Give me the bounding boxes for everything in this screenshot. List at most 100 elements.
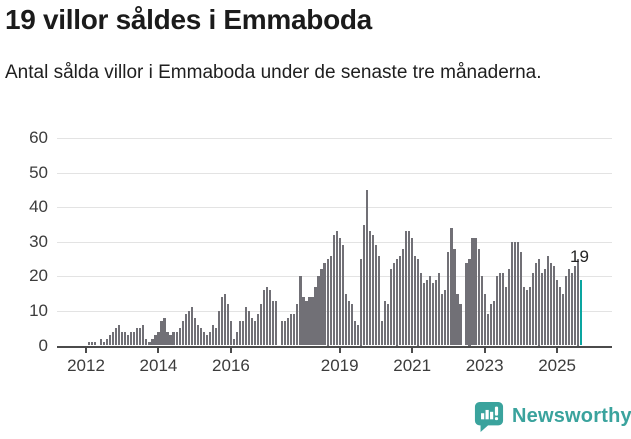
bar	[444, 290, 447, 346]
bar	[190, 307, 193, 346]
bar	[353, 321, 356, 346]
gridline	[57, 138, 612, 140]
bar	[426, 279, 429, 346]
bar	[90, 342, 94, 346]
bar	[386, 304, 390, 346]
bar	[368, 231, 371, 346]
bar	[540, 272, 544, 346]
bar	[260, 304, 263, 346]
bar	[299, 276, 302, 346]
bar	[495, 276, 498, 346]
bar	[350, 304, 353, 346]
bar	[377, 255, 381, 346]
bar	[320, 269, 323, 346]
bar	[435, 279, 438, 346]
bar	[115, 328, 118, 346]
bar	[510, 241, 513, 346]
bar	[232, 338, 236, 346]
bar	[553, 266, 556, 346]
newsworthy-logo[interactable]: Newsworthy	[474, 401, 631, 432]
y-axis-tick-label: 40	[29, 197, 48, 217]
bar	[429, 276, 432, 346]
bar	[392, 262, 396, 346]
bar	[483, 293, 486, 346]
bar	[395, 259, 399, 346]
bar	[136, 328, 139, 346]
bar	[220, 297, 223, 346]
bar	[229, 321, 233, 346]
bar	[420, 272, 423, 346]
bar	[205, 335, 208, 346]
bar	[341, 245, 344, 346]
y-axis-tick-label: 50	[29, 162, 48, 182]
bar	[465, 262, 468, 346]
bar	[238, 321, 242, 346]
newsworthy-logo-text: Newsworthy	[512, 405, 631, 427]
bar	[338, 238, 341, 346]
x-axis-line	[57, 345, 612, 348]
bar	[139, 328, 142, 346]
bar	[172, 331, 175, 346]
bar	[432, 283, 435, 346]
bar	[151, 338, 154, 346]
bar	[145, 338, 148, 346]
bar	[528, 286, 532, 346]
bar	[359, 259, 362, 346]
y-axis-tick-label: 0	[38, 335, 48, 355]
bar	[402, 248, 405, 346]
bar	[423, 283, 426, 346]
bar	[199, 328, 202, 346]
bar	[450, 228, 453, 346]
bar	[559, 286, 562, 346]
bar	[251, 317, 254, 346]
bar	[308, 297, 311, 346]
bar	[474, 238, 477, 346]
x-axis-tick	[157, 347, 160, 353]
bar	[519, 252, 522, 346]
bar	[468, 259, 471, 346]
bar	[106, 338, 109, 346]
bar	[247, 310, 251, 346]
gridline	[57, 207, 612, 209]
bar	[513, 241, 516, 346]
bar	[263, 290, 266, 346]
bar	[546, 255, 550, 346]
bar	[103, 342, 106, 346]
bar	[365, 190, 368, 346]
chart-subtitle: Antal sålda villor i Emmaboda under de s…	[5, 62, 542, 83]
x-axis-tick-label: 2014	[139, 356, 178, 375]
bar	[223, 293, 226, 346]
bar	[531, 272, 535, 346]
bar	[100, 338, 103, 346]
bar	[281, 321, 284, 346]
bar	[577, 259, 580, 346]
bar	[284, 321, 287, 346]
x-axis-tick-label: 2021	[393, 356, 432, 375]
bar	[130, 331, 133, 346]
bar	[196, 324, 199, 346]
bar	[447, 252, 450, 346]
bar	[492, 300, 495, 346]
bar	[522, 286, 525, 346]
bar	[405, 231, 408, 346]
bar	[254, 321, 257, 346]
x-axis-tick-label: 2023	[465, 356, 504, 375]
bar	[211, 324, 214, 346]
bar	[118, 324, 121, 346]
bar	[121, 331, 124, 346]
bar	[362, 224, 365, 346]
bar	[374, 245, 377, 346]
highlighted-bar	[580, 279, 583, 346]
bar	[477, 248, 480, 346]
x-axis-tick	[85, 347, 87, 353]
bar	[389, 269, 393, 346]
x-axis-tick	[556, 347, 559, 353]
bar	[480, 276, 483, 346]
x-axis-tick-label: 2019	[320, 356, 359, 375]
bar	[414, 255, 417, 346]
bar	[148, 342, 151, 346]
bar	[516, 241, 519, 346]
bar	[556, 279, 559, 346]
bar	[157, 331, 160, 346]
